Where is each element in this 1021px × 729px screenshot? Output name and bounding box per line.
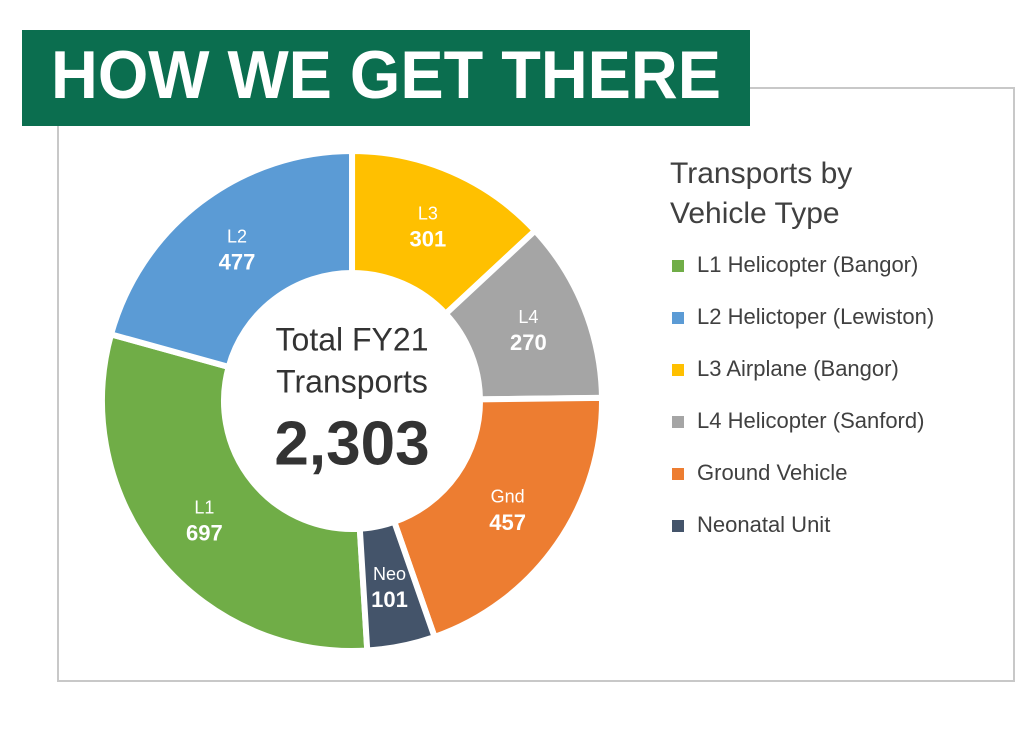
data-label: 457 (489, 510, 526, 535)
donut-segment (390, 394, 605, 641)
data-label: 477 (219, 250, 256, 275)
legend-label: L2 Helictoper (Lewiston) (697, 304, 934, 329)
legend-title: Transports by (670, 157, 852, 190)
data-label: 101 (371, 587, 408, 612)
legend-swatch (672, 520, 684, 532)
data-label: 697 (186, 520, 223, 545)
legend-label: L3 Airplane (Bangor) (697, 356, 899, 381)
segment-label: Neo (373, 564, 406, 584)
center-title: Total FY21 (276, 321, 429, 357)
legend-swatch (672, 468, 684, 480)
donut-segment (99, 330, 371, 654)
legend-label: Neonatal Unit (697, 512, 830, 537)
legend-title: Vehicle Type (670, 197, 840, 230)
legend-swatch (672, 260, 684, 272)
header-title: HOW WE GET THERE (51, 37, 721, 113)
data-label: 301 (410, 227, 447, 252)
legend-swatch (672, 416, 684, 428)
data-label: 270 (510, 330, 547, 355)
legend-label: Ground Vehicle (697, 460, 847, 485)
header-banner (22, 30, 750, 126)
segment-label: L1 (194, 497, 214, 517)
segment-label: L3 (418, 204, 438, 224)
center-total: 2,303 (274, 409, 429, 478)
legend-swatch (672, 364, 684, 376)
segment-label: L4 (518, 307, 538, 327)
donut-segment (107, 147, 356, 371)
segment-label: Gnd (491, 487, 525, 507)
donut-segment (356, 517, 439, 654)
center-title: Transports (276, 363, 428, 399)
legend-swatch (672, 312, 684, 324)
legend-label: L4 Helicopter (Sanford) (697, 408, 924, 433)
legend-label: L1 Helicopter (Bangor) (697, 252, 918, 277)
segment-label: L2 (227, 227, 247, 247)
